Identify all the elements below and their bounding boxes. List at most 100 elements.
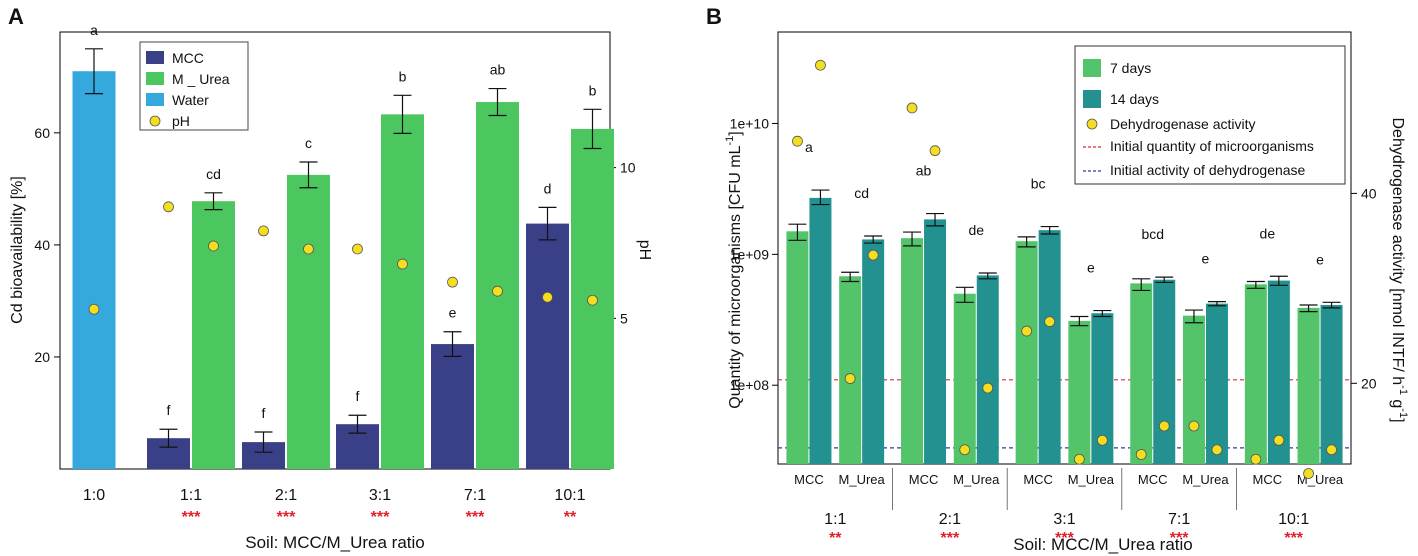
dehydrogenase-marker bbox=[844, 373, 856, 384]
y2-axis-title-b-mid: g bbox=[1389, 395, 1406, 408]
significance-marker-a: *** bbox=[371, 509, 390, 526]
bar-water bbox=[72, 71, 116, 469]
significance-letter-b: ab bbox=[916, 163, 932, 179]
x-group-label-b: 3:1 bbox=[1053, 511, 1075, 528]
legend-label-ph: pH bbox=[172, 113, 190, 129]
y-tick-label-a: 60 bbox=[34, 125, 50, 141]
x-subgroup-label-b: M_Urea bbox=[1182, 472, 1229, 487]
significance-letter-b: e bbox=[1202, 251, 1210, 267]
bar-d7 bbox=[1015, 241, 1038, 464]
x-tick-label-a: 1:1 bbox=[180, 487, 202, 504]
dehydrogenase-marker bbox=[1096, 434, 1108, 446]
dehydrogenase-marker bbox=[1188, 420, 1200, 432]
y-axis-title-b-text: Quantity of microorganisms [CFU mL bbox=[727, 145, 744, 408]
legend-swatch-m-urea bbox=[146, 72, 164, 85]
bar-d14 bbox=[1320, 305, 1343, 464]
significance-letter-a: f bbox=[167, 402, 171, 418]
significance-letter-b: de bbox=[968, 222, 984, 238]
legend-label-water: Water bbox=[172, 92, 209, 108]
significance-letter-b: bc bbox=[1031, 176, 1046, 192]
bar-d7 bbox=[953, 293, 976, 464]
dehydrogenase-marker bbox=[1211, 444, 1223, 456]
y2-tick-label-b: 40 bbox=[1361, 185, 1377, 201]
dehydrogenase-marker bbox=[1021, 325, 1033, 337]
dehydrogenase-marker bbox=[1073, 453, 1085, 465]
x-subgroup-label-b: MCC bbox=[1138, 472, 1168, 487]
bar-mcc bbox=[526, 223, 569, 469]
legend-label-dehydrogenase: Dehydrogenase activity bbox=[1110, 116, 1256, 132]
dehydrogenase-marker bbox=[1158, 420, 1170, 432]
ph-marker bbox=[258, 225, 269, 237]
dehydrogenase-marker bbox=[792, 135, 803, 147]
significance-marker-a: *** bbox=[466, 509, 485, 526]
legend-marker-ph bbox=[149, 115, 161, 127]
legend-b: 7 days 14 days Dehydrogenase activity In… bbox=[1074, 45, 1346, 185]
ph-marker bbox=[88, 303, 100, 315]
dehydrogenase-marker bbox=[929, 145, 941, 157]
bar-mcc bbox=[431, 344, 474, 469]
ph-marker bbox=[208, 240, 219, 252]
significance-marker-b: *** bbox=[1055, 530, 1074, 547]
ph-marker bbox=[303, 243, 314, 255]
ph-marker bbox=[397, 258, 408, 270]
x-axis-title-a: Soil: MCC/M_Urea ratio bbox=[245, 533, 425, 552]
x-tick-label-a: 10:1 bbox=[554, 487, 585, 504]
y-tick-label-b: 1e+08 bbox=[730, 377, 770, 393]
significance-letter-a: f bbox=[356, 388, 360, 404]
x-subgroup-label-b: M_Urea bbox=[1068, 472, 1115, 487]
plot-frame-b bbox=[777, 31, 1352, 465]
significance-letter-a: b bbox=[589, 82, 597, 98]
significance-letter-b: cd bbox=[854, 185, 869, 201]
significance-letter-b: de bbox=[1260, 225, 1276, 241]
dehydrogenase-marker bbox=[815, 59, 826, 71]
x-group-label-b: 10:1 bbox=[1278, 511, 1309, 528]
bar-d14 bbox=[1205, 303, 1228, 464]
significance-letter-a: f bbox=[262, 405, 266, 421]
y-tick-label-b: 1e+10 bbox=[730, 115, 770, 131]
ph-marker bbox=[352, 243, 363, 255]
ph-marker bbox=[492, 285, 503, 297]
significance-letter-a: d bbox=[544, 180, 552, 196]
y2-axis-title-b: Dehydrogenase activity [nmol INTF/ h-1 g… bbox=[1389, 117, 1409, 422]
x-subgroup-label-b: MCC bbox=[794, 472, 824, 487]
legend-label-7-days: 7 days bbox=[1110, 60, 1151, 76]
significance-letter-a: a bbox=[90, 22, 98, 38]
significance-marker-a: *** bbox=[182, 509, 201, 526]
y-axis-title-b: Quantity of microorganisms [CFU mL-1] bbox=[724, 131, 744, 408]
legend-marker-dehydrogenase bbox=[1086, 118, 1098, 130]
legend-label-mcc: MCC bbox=[172, 50, 204, 66]
panel-b-chart: B 1e+08 1e+09 1e+10 20 40 1:1 ** MCC a M_Urea cd 2:… bbox=[706, 4, 1409, 554]
significance-letter-a: b bbox=[399, 68, 407, 84]
x-group-label-b: 1:1 bbox=[824, 511, 846, 528]
y-axis-title-a: Cd bioavailability [%] bbox=[9, 176, 26, 324]
legend-label-initial-microbes: Initial quantity of microorganisms bbox=[1110, 138, 1314, 154]
bar-d7 bbox=[1068, 320, 1091, 464]
x-group-label-b: 2:1 bbox=[939, 511, 961, 528]
bar-d14 bbox=[1091, 313, 1114, 464]
bar-d14 bbox=[862, 239, 885, 464]
legend-label-m-urea: M _ Urea bbox=[172, 71, 230, 87]
significance-letter-b: bcd bbox=[1141, 226, 1164, 242]
dehydrogenase-marker bbox=[1303, 468, 1314, 479]
x-tick-label-a: 2:1 bbox=[275, 487, 297, 504]
significance-letter-b: e bbox=[1087, 260, 1095, 276]
y2-axis-title-a: pH bbox=[636, 240, 653, 260]
significance-letter-a: cd bbox=[206, 166, 221, 182]
significance-letter-a: ab bbox=[490, 62, 506, 78]
significance-letter-b: a bbox=[805, 139, 813, 155]
significance-marker-b: *** bbox=[941, 530, 960, 547]
panel-a-label: A bbox=[8, 4, 24, 29]
ph-marker bbox=[163, 201, 174, 213]
y-tick-label-a: 20 bbox=[34, 349, 50, 365]
bar-d7 bbox=[901, 238, 924, 464]
bar-m_urea bbox=[287, 174, 330, 469]
y-axis-title-b-close: ] bbox=[727, 131, 744, 135]
significance-letter-a: e bbox=[449, 305, 457, 321]
dehydrogenase-marker bbox=[959, 444, 971, 456]
legend-label-14-days: 14 days bbox=[1110, 91, 1159, 107]
x-tick-label-a: 3:1 bbox=[369, 487, 391, 504]
significance-letter-b: e bbox=[1316, 251, 1324, 267]
y-tick-label-a: 40 bbox=[34, 237, 50, 253]
x-subgroup-label-b: MCC bbox=[1253, 472, 1283, 487]
